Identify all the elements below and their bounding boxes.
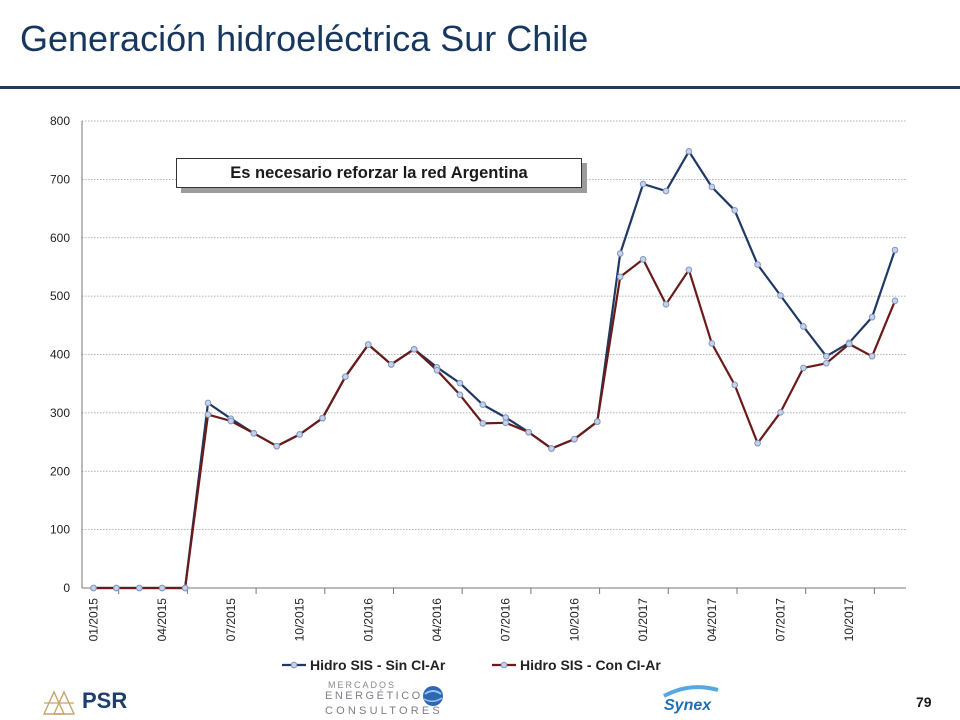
x-tick-label: 10/2017 bbox=[842, 598, 856, 642]
mec-logo-line2: ENERGÉTICOS bbox=[325, 690, 433, 702]
data-point bbox=[181, 584, 189, 592]
data-point bbox=[479, 420, 487, 427]
synex-logo-text: Synex bbox=[664, 697, 712, 714]
mec-logo-line1: MERCADOS bbox=[328, 680, 397, 690]
psr-logo-icon bbox=[42, 690, 76, 715]
slide-title: Generación hidroeléctrica Sur Chile bbox=[20, 18, 589, 59]
x-tick-label: 10/2015 bbox=[293, 598, 307, 642]
x-tick-label: 01/2016 bbox=[361, 598, 375, 642]
data-point bbox=[433, 366, 441, 374]
x-tick-label: 07/2016 bbox=[499, 598, 513, 642]
data-point bbox=[158, 584, 166, 592]
y-tick-label: 600 bbox=[50, 231, 70, 245]
y-tick-label: 800 bbox=[50, 114, 70, 128]
data-point bbox=[296, 431, 303, 438]
data-point bbox=[273, 442, 281, 450]
y-tick-label: 200 bbox=[50, 464, 70, 478]
series-line bbox=[93, 258, 897, 590]
data-point bbox=[891, 246, 899, 254]
axes: 0 100 200 300 400 500 600 700 800 01/2015 04/2015 0… bbox=[50, 114, 906, 641]
x-tick-label: 01/2015 bbox=[87, 598, 101, 642]
data-point bbox=[868, 313, 876, 321]
legend-marker bbox=[290, 661, 298, 669]
series-lines bbox=[90, 148, 899, 592]
data-point bbox=[639, 256, 647, 263]
data-point bbox=[525, 428, 532, 436]
x-tick-label: 07/2015 bbox=[224, 598, 238, 642]
y-tick-label: 500 bbox=[50, 289, 70, 303]
data-point bbox=[571, 435, 578, 443]
data-point bbox=[136, 584, 143, 592]
data-point bbox=[731, 207, 739, 214]
data-point bbox=[90, 584, 97, 592]
data-point bbox=[616, 250, 624, 257]
x-tick-label: 10/2016 bbox=[567, 598, 581, 642]
data-point bbox=[479, 401, 487, 409]
data-point bbox=[387, 361, 395, 368]
x-tick-label: 07/2017 bbox=[774, 598, 788, 642]
title-divider bbox=[0, 86, 960, 89]
data-point bbox=[342, 373, 349, 380]
hydro-generation-chart: 0 100 200 300 400 500 600 700 800 01/2015 04/2015 0… bbox=[50, 114, 906, 673]
data-point bbox=[113, 584, 120, 592]
data-point bbox=[731, 381, 739, 389]
data-point bbox=[845, 340, 853, 348]
legend-marker bbox=[500, 661, 508, 669]
data-point bbox=[616, 273, 624, 281]
page-number: 79 bbox=[916, 694, 932, 710]
series-line bbox=[93, 150, 897, 590]
data-point bbox=[708, 340, 716, 347]
data-point bbox=[685, 148, 693, 155]
data-point bbox=[410, 345, 418, 353]
data-point bbox=[685, 266, 693, 274]
data-point bbox=[594, 418, 601, 425]
x-tick-label: 04/2016 bbox=[430, 598, 444, 642]
data-point bbox=[800, 323, 807, 330]
data-point bbox=[227, 417, 235, 425]
data-point bbox=[502, 419, 510, 427]
data-point bbox=[823, 359, 830, 367]
legend: Hidro SIS - Sin CI-Ar Hidro SIS - Con CI-… bbox=[282, 657, 661, 673]
x-tick-label: 04/2015 bbox=[155, 598, 169, 642]
data-point bbox=[823, 352, 830, 360]
data-point bbox=[456, 379, 464, 387]
footer bbox=[0, 672, 960, 720]
data-point bbox=[204, 399, 212, 407]
data-point bbox=[662, 187, 670, 195]
data-point bbox=[777, 292, 784, 299]
synex-swoosh-icon bbox=[663, 685, 719, 698]
data-point bbox=[365, 341, 372, 348]
psr-logo-text: PSR bbox=[82, 688, 128, 713]
x-tick-label: 01/2017 bbox=[636, 598, 650, 642]
data-point bbox=[754, 261, 761, 268]
data-point bbox=[639, 180, 647, 188]
x-tick-label: 04/2017 bbox=[705, 598, 719, 642]
mec-logo-line3: CONSULTORES bbox=[325, 705, 443, 717]
data-point bbox=[708, 183, 716, 191]
y-tick-label: 100 bbox=[50, 523, 70, 537]
data-point bbox=[662, 300, 670, 308]
y-tick-label: 700 bbox=[50, 172, 70, 186]
data-point bbox=[250, 430, 258, 437]
legend-label: Hidro SIS - Sin CI-Ar bbox=[310, 657, 446, 673]
data-point bbox=[456, 391, 464, 399]
data-point bbox=[777, 408, 784, 416]
data-point bbox=[754, 439, 761, 447]
legend-label: Hidro SIS - Con CI-Ar bbox=[520, 657, 661, 673]
data-point bbox=[204, 411, 212, 418]
data-point bbox=[868, 352, 876, 360]
data-point bbox=[891, 297, 899, 305]
globe-icon bbox=[423, 686, 443, 706]
data-point bbox=[319, 414, 326, 422]
data-point bbox=[548, 445, 555, 452]
y-tick-label: 0 bbox=[63, 581, 70, 595]
y-tick-label: 400 bbox=[50, 348, 70, 362]
callout-box: Es necesario reforzar la red Argentina bbox=[176, 158, 582, 188]
y-tick-label: 300 bbox=[50, 406, 70, 420]
data-point bbox=[800, 364, 807, 372]
